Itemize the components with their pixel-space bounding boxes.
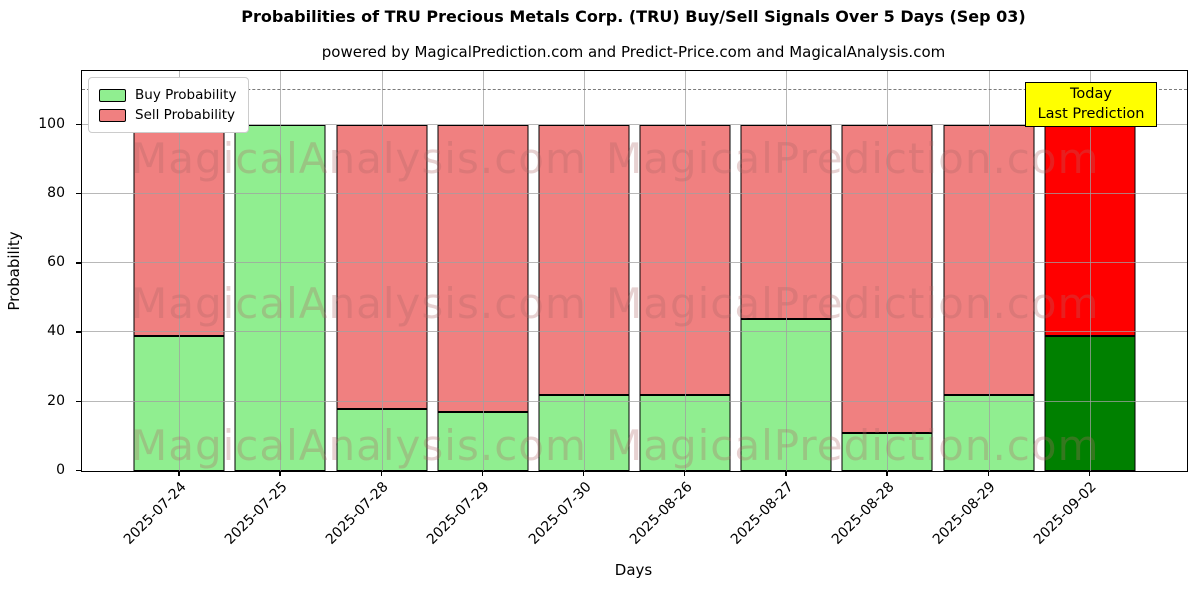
x-axis-tick-labels: 2025-07-24 2025-07-25 2025-07-28 2025-07-29… xyxy=(81,479,1186,569)
y-tick-mark xyxy=(76,400,81,403)
y-tick-label: 60 xyxy=(47,254,65,271)
legend-item-label: Sell Probability xyxy=(135,107,236,123)
x-tick-mark xyxy=(380,471,382,476)
v-gridline xyxy=(887,71,889,471)
today-annotation: Today Last Prediction xyxy=(1025,82,1157,127)
v-gridline xyxy=(381,71,383,471)
chart-title: Probabilities of TRU Precious Metals Cor… xyxy=(241,7,1026,26)
h-gridline xyxy=(82,192,1187,194)
y-tick-mark xyxy=(76,470,81,472)
x-tick-label: 2025-08-29 xyxy=(930,479,999,548)
x-axis-label: Days xyxy=(614,561,653,579)
x-tick-mark xyxy=(481,471,484,476)
x-tick-mark xyxy=(279,471,281,476)
h-gridline xyxy=(82,400,1187,402)
x-tick-label: 2025-08-27 xyxy=(727,479,797,548)
x-tick-label: 2025-08-28 xyxy=(828,479,898,548)
y-axis-tick-labels: 0 20 40 60 80 100 xyxy=(0,70,73,478)
reference-line xyxy=(82,89,1187,91)
x-tick-label: 2025-07-29 xyxy=(424,479,494,548)
h-gridline xyxy=(82,123,1187,125)
today-annotation-line1: Today xyxy=(1070,86,1112,102)
today-annotation-line2: Last Prediction xyxy=(1037,106,1145,122)
h-gridline xyxy=(82,331,1187,333)
x-tick-mark xyxy=(582,471,585,476)
chart-subtitle: powered by MagicalPrediction.com and Pre… xyxy=(321,43,946,61)
x-tick-mark xyxy=(886,471,888,476)
y-tick-label: 100 xyxy=(38,115,65,132)
y-tick-label: 0 xyxy=(56,462,65,478)
h-gridline xyxy=(82,262,1187,264)
v-gridline xyxy=(179,71,181,471)
v-gridline xyxy=(280,71,282,471)
legend-swatch-buy xyxy=(99,88,126,102)
y-tick-mark xyxy=(76,262,81,264)
x-tick-label: 2025-07-30 xyxy=(525,479,595,548)
x-tick-mark xyxy=(987,471,989,476)
y-tick-mark xyxy=(76,192,81,195)
v-gridline xyxy=(583,71,585,471)
legend-swatch-sell xyxy=(99,108,126,122)
y-tick-label: 80 xyxy=(47,184,65,201)
legend: Buy Probability Sell Probability xyxy=(88,77,250,133)
y-tick-mark xyxy=(76,331,81,333)
x-tick-label: 2025-07-28 xyxy=(323,479,392,548)
x-tick-label: 2025-08-26 xyxy=(626,479,696,548)
v-gridline xyxy=(1089,71,1091,471)
x-tick-mark xyxy=(178,471,180,476)
x-tick-label: 2025-09-02 xyxy=(1031,479,1101,548)
legend-item: Buy Probability xyxy=(99,85,236,105)
v-gridline xyxy=(786,71,788,471)
v-gridline xyxy=(482,71,484,471)
legend-item-label: Buy Probability xyxy=(135,87,237,103)
y-tick-label: 40 xyxy=(47,323,65,340)
x-tick-label: 2025-07-24 xyxy=(120,479,190,548)
x-tick-mark xyxy=(1088,471,1091,476)
x-tick-mark xyxy=(785,471,787,476)
x-tick-mark xyxy=(684,471,686,476)
x-tick-label: 2025-07-25 xyxy=(221,479,291,548)
y-tick-mark xyxy=(76,123,81,125)
legend-item: Sell Probability xyxy=(99,105,236,125)
v-gridline xyxy=(685,71,687,471)
y-tick-label: 20 xyxy=(47,392,65,409)
v-gridline xyxy=(988,71,990,471)
